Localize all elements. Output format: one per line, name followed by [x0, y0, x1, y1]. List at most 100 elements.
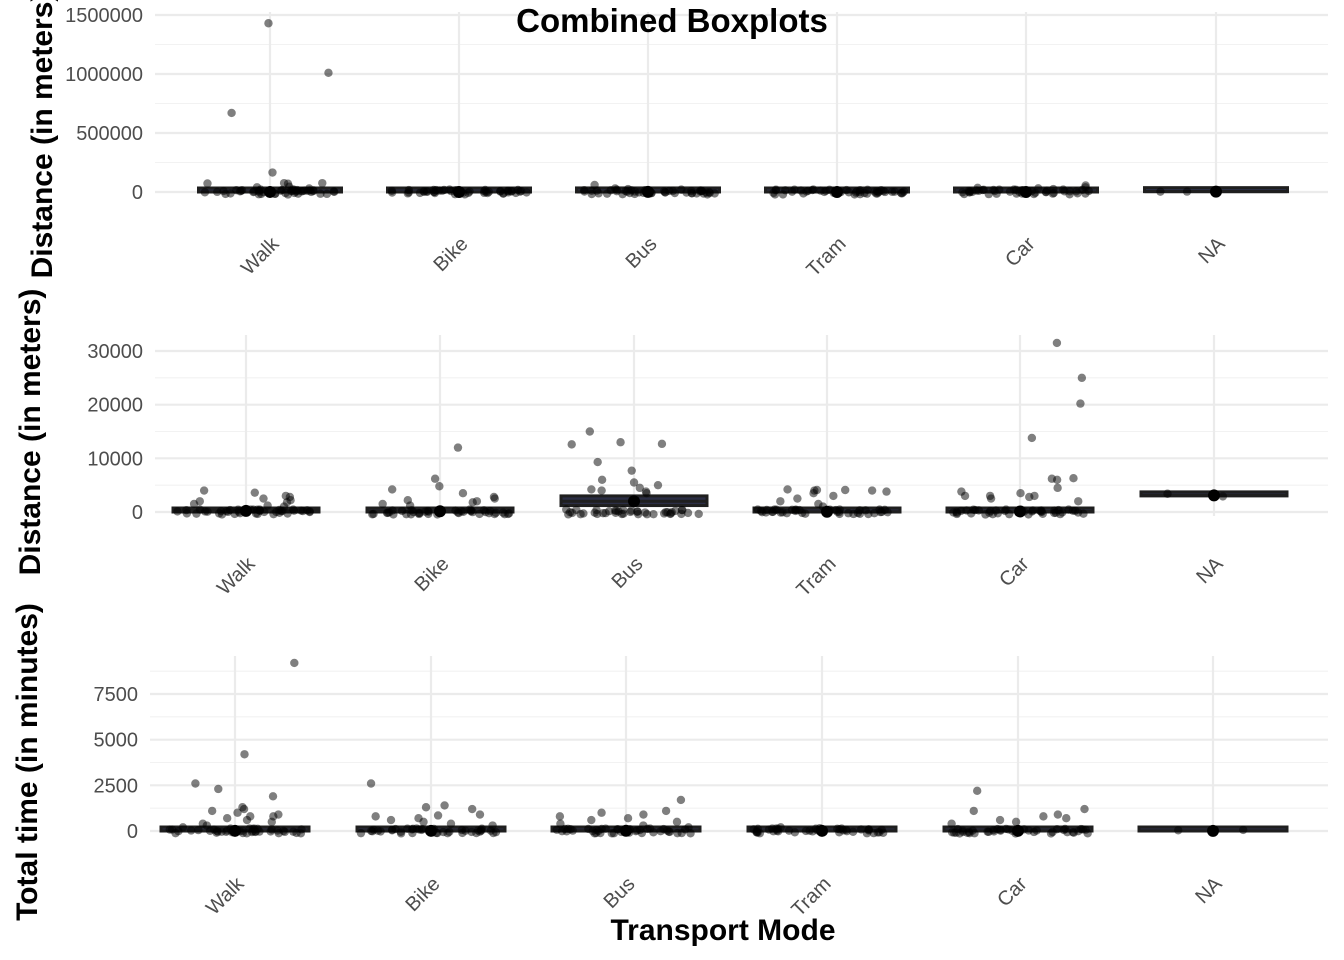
jitter-point — [588, 826, 597, 836]
jitter-point — [890, 187, 899, 196]
panel-2: 0 10000 20000 30000 Walk Bike Bus Tram Car NA — [87, 335, 1328, 601]
outlier-point — [386, 815, 396, 825]
jitter-point — [993, 509, 1003, 518]
outlier-point — [371, 812, 380, 821]
jitter-point — [417, 825, 426, 835]
jitter-point — [790, 828, 800, 837]
outlier-point — [1052, 475, 1062, 484]
jitter-point — [1011, 829, 1020, 838]
x-tick-label: Tram — [803, 233, 851, 281]
jitter-point — [842, 826, 852, 836]
jitter-point — [258, 187, 268, 197]
outlier-point — [227, 108, 236, 118]
jitter-point — [194, 825, 203, 835]
outlier-point — [1074, 497, 1083, 506]
outlier-point — [776, 497, 785, 506]
jitter-point — [458, 828, 467, 838]
outlier-point — [815, 824, 825, 833]
y-axis-title-panel-2: Distance (in meters) — [14, 289, 47, 576]
y-tick-label: 0 — [132, 502, 143, 524]
chart-title: Combined Boxplots — [516, 2, 828, 39]
outlier-point — [585, 427, 595, 436]
jitter-point — [592, 505, 601, 515]
jitter-point — [791, 505, 800, 515]
outlier-point — [264, 19, 273, 28]
outlier-point — [423, 187, 432, 196]
x-tick-label: Car — [995, 553, 1034, 592]
jitter-point — [209, 825, 219, 834]
outlier-point — [867, 486, 877, 495]
outlier-point — [237, 186, 247, 195]
outlier-point — [623, 814, 633, 823]
jitter-point — [182, 509, 192, 518]
jitter-point — [968, 826, 977, 835]
panel-1: 0 500000 1000000 1500000 Walk Bike Bus Tram Car N… — [65, 5, 1328, 281]
jitter-point — [878, 828, 888, 838]
jitter-point — [270, 189, 280, 198]
jitter-point — [642, 510, 652, 519]
x-axis-title: Transport Mode — [610, 914, 835, 947]
y-tick-label: 20000 — [87, 395, 143, 417]
jitter-point — [403, 189, 413, 198]
jitter-point — [498, 508, 508, 517]
outlier-point — [635, 483, 645, 493]
outlier-point — [318, 178, 327, 188]
jitter-point — [822, 508, 831, 518]
jitter-point — [186, 826, 196, 835]
jitter-point — [468, 507, 477, 517]
outlier-point — [587, 485, 596, 494]
outlier-point — [267, 817, 276, 827]
outlier-point — [488, 821, 497, 830]
jitter-point — [633, 507, 642, 516]
jitter-point — [611, 508, 620, 517]
outlier-point — [279, 502, 289, 511]
outlier-point — [1076, 399, 1085, 408]
outlier-point — [947, 819, 956, 828]
outlier-point — [835, 824, 844, 834]
outlier-point — [467, 804, 477, 814]
jitter-point — [414, 508, 423, 518]
outlier-point — [969, 806, 978, 816]
outlier-point — [214, 784, 223, 794]
outlier-point — [995, 815, 1005, 825]
jitter-point — [631, 826, 640, 836]
x-tick-label: Bus — [600, 873, 640, 913]
jitter-point — [245, 824, 254, 833]
outlier-point — [268, 792, 278, 801]
outlier-point — [250, 488, 259, 497]
outlier-point — [661, 806, 671, 816]
jitter-point — [234, 507, 243, 516]
outlier-point — [1182, 187, 1192, 196]
jitter-point — [848, 827, 858, 836]
outlier-point — [879, 186, 888, 196]
jitter-point — [565, 508, 575, 517]
jitter-point — [1051, 508, 1060, 518]
jitter-point — [677, 185, 686, 194]
x-tick-label: Car — [1001, 233, 1040, 272]
outlier-point — [882, 487, 891, 496]
jitter-point — [1078, 825, 1088, 834]
outlier-point — [1025, 492, 1034, 502]
outlier-point — [555, 812, 565, 821]
x-tick-label: Walk — [202, 872, 249, 919]
outlier-point — [252, 183, 262, 192]
jitter-point — [1029, 827, 1039, 837]
outlier-point — [1053, 483, 1062, 493]
y-tick-label: 2500 — [94, 775, 139, 797]
outlier-point — [821, 186, 831, 196]
x-tick-label: Walk — [213, 552, 260, 599]
y-tick-label: 1500000 — [65, 5, 143, 27]
y-axis-title-panel-1: Distance (in meters) — [26, 0, 59, 278]
outlier-point — [202, 821, 212, 830]
outlier-point — [1174, 826, 1183, 835]
outlier-point — [203, 179, 212, 188]
outlier-point — [771, 185, 781, 194]
jitter-point — [507, 187, 516, 196]
x-tick-label: NA — [1192, 553, 1228, 589]
jitter-point — [433, 510, 442, 519]
jitter-point — [266, 827, 275, 836]
jitter-point — [1060, 824, 1070, 834]
jitter-point — [280, 827, 290, 837]
jitter-point — [450, 189, 460, 199]
